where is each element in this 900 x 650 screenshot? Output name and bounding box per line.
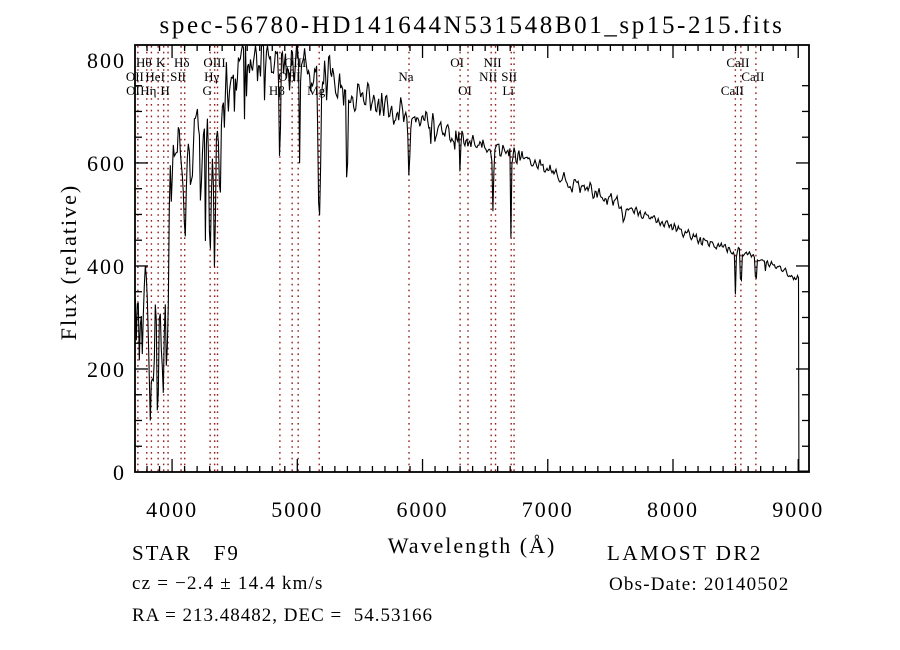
- svg-text:Na: Na: [398, 69, 413, 84]
- svg-text:OIII: OIII: [278, 69, 300, 84]
- svg-text:HeI: HeI: [145, 69, 165, 84]
- svg-text:OI: OI: [458, 83, 472, 98]
- axis-ticks: [135, 45, 809, 472]
- svg-text:400: 400: [87, 254, 126, 279]
- x-tick-labels: 4000 5000 6000 7000 8000 9000: [146, 497, 824, 522]
- svg-text:4000: 4000: [146, 497, 198, 522]
- svg-text:Li: Li: [502, 83, 514, 98]
- svg-text:OI: OI: [126, 83, 140, 98]
- spectral-line-markers: [137, 46, 757, 471]
- radial-velocity-text: cz = −2.4 ± 14.4 km/s: [132, 573, 324, 594]
- svg-text:SII: SII: [501, 69, 517, 84]
- plot-frame: [134, 44, 810, 473]
- svg-text:Hθ: Hθ: [136, 55, 152, 70]
- svg-text:0: 0: [113, 460, 126, 485]
- plot-title: spec-56780-HD141644N531548B01_sp15-215.f…: [159, 12, 785, 39]
- svg-text:OIII: OIII: [284, 55, 306, 70]
- svg-text:CaII: CaII: [721, 83, 744, 98]
- svg-text:CaII: CaII: [741, 69, 764, 84]
- svg-text:Hη: Hη: [140, 83, 156, 98]
- svg-text:NII: NII: [479, 69, 497, 84]
- svg-text:5000: 5000: [271, 497, 323, 522]
- svg-text:9000: 9000: [772, 497, 824, 522]
- svg-text:NII: NII: [484, 55, 502, 70]
- svg-text:K: K: [156, 55, 166, 70]
- svg-text:Mg: Mg: [307, 83, 326, 98]
- y-axis-label: Flux (relative): [56, 183, 81, 341]
- object-class-text: STAR F9: [132, 541, 240, 565]
- svg-text:OI: OI: [450, 55, 464, 70]
- svg-text:Hβ: Hβ: [269, 83, 285, 98]
- svg-text:OII: OII: [126, 69, 144, 84]
- obs-date-text: Obs-Date: 20140502: [609, 574, 790, 595]
- survey-release-text: LAMOST DR2: [607, 541, 763, 565]
- svg-text:CaII: CaII: [726, 55, 749, 70]
- ra-dec-text: RA = 213.48482, DEC = 54.53166: [132, 605, 434, 626]
- x-axis-label: Wavelength (Å): [387, 533, 557, 558]
- svg-text:200: 200: [87, 357, 126, 382]
- svg-text:8000: 8000: [647, 497, 699, 522]
- svg-text:OIII: OIII: [203, 55, 225, 70]
- svg-text:Hγ: Hγ: [204, 69, 219, 84]
- spectrum-path: [134, 43, 809, 472]
- svg-text:7000: 7000: [522, 497, 574, 522]
- y-tick-labels: 0 200 400 600 800: [87, 48, 126, 485]
- svg-text:6000: 6000: [397, 497, 449, 522]
- svg-text:H: H: [160, 83, 169, 98]
- svg-text:G: G: [202, 83, 211, 98]
- svg-text:Hδ: Hδ: [174, 55, 190, 70]
- svg-text:800: 800: [87, 48, 126, 73]
- svg-text:SII: SII: [170, 69, 186, 84]
- svg-text:600: 600: [87, 151, 126, 176]
